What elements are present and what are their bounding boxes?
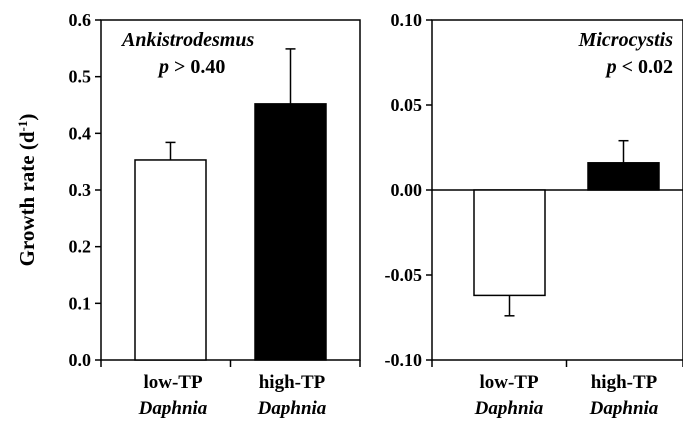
category-label-line1: low-TP [479,372,539,393]
category-label-line1: high-TP [591,372,658,393]
chart-panel-microcystis: -0.10 -0.05 0.00 0.05 0.10 low-TP Daphnia high-… [385,10,683,419]
y-tick-label: 0.6 [69,10,92,30]
y-tick-label: 0.00 [391,180,423,200]
y-tick-label: -0.05 [385,265,423,285]
y-tick-label: 0.05 [391,95,423,115]
annotation-statistic: < 0.02 [617,56,673,78]
annotation-p-value: p < 0.02 [605,56,673,78]
y-tick-label: 0.0 [69,350,92,370]
bar-high-tp [588,163,659,190]
y-tick-label: 0.4 [69,123,92,143]
annotation-statistic: > 0.40 [169,56,225,78]
y-tick-label: 0.2 [69,237,92,257]
y-tick-label: 0.5 [69,67,92,87]
annotation-p-symbol: p [157,56,169,78]
bar-high-tp [255,104,326,360]
y-tick-label: 0.1 [69,293,92,313]
annotation-taxon: Microcystis [578,29,674,51]
y-axis-label-text: Growth rate (d [15,131,39,266]
y-axis-label: Growth rate (d-1) [15,114,39,267]
category-label-line2: Daphnia [474,398,544,419]
y-tick-label: -0.10 [385,350,423,370]
y-axis-label-close: ) [15,114,39,121]
bar-low-tp [135,160,206,360]
category-label-line2: Daphnia [589,398,659,419]
y-tick-label: 0.10 [391,10,423,30]
bar-low-tp [474,190,545,295]
category-label-line2: Daphnia [138,398,208,419]
annotation-p-symbol: p [605,56,617,78]
annotation-taxon: Ankistrodesmus [120,29,254,51]
y-tick-label: 0.3 [69,180,92,200]
category-label-line1: low-TP [143,372,203,393]
chart-panel-ankistrodesmus: 0.0 0.1 0.2 0.3 0.4 0.5 0.6 low-TP Daphnia high-T… [69,10,361,419]
category-label-line2: Daphnia [257,398,327,419]
category-label-line1: high-TP [259,372,326,393]
annotation-p-value: p > 0.40 [157,56,225,78]
y-axis-label-superscript: -1 [15,121,30,132]
